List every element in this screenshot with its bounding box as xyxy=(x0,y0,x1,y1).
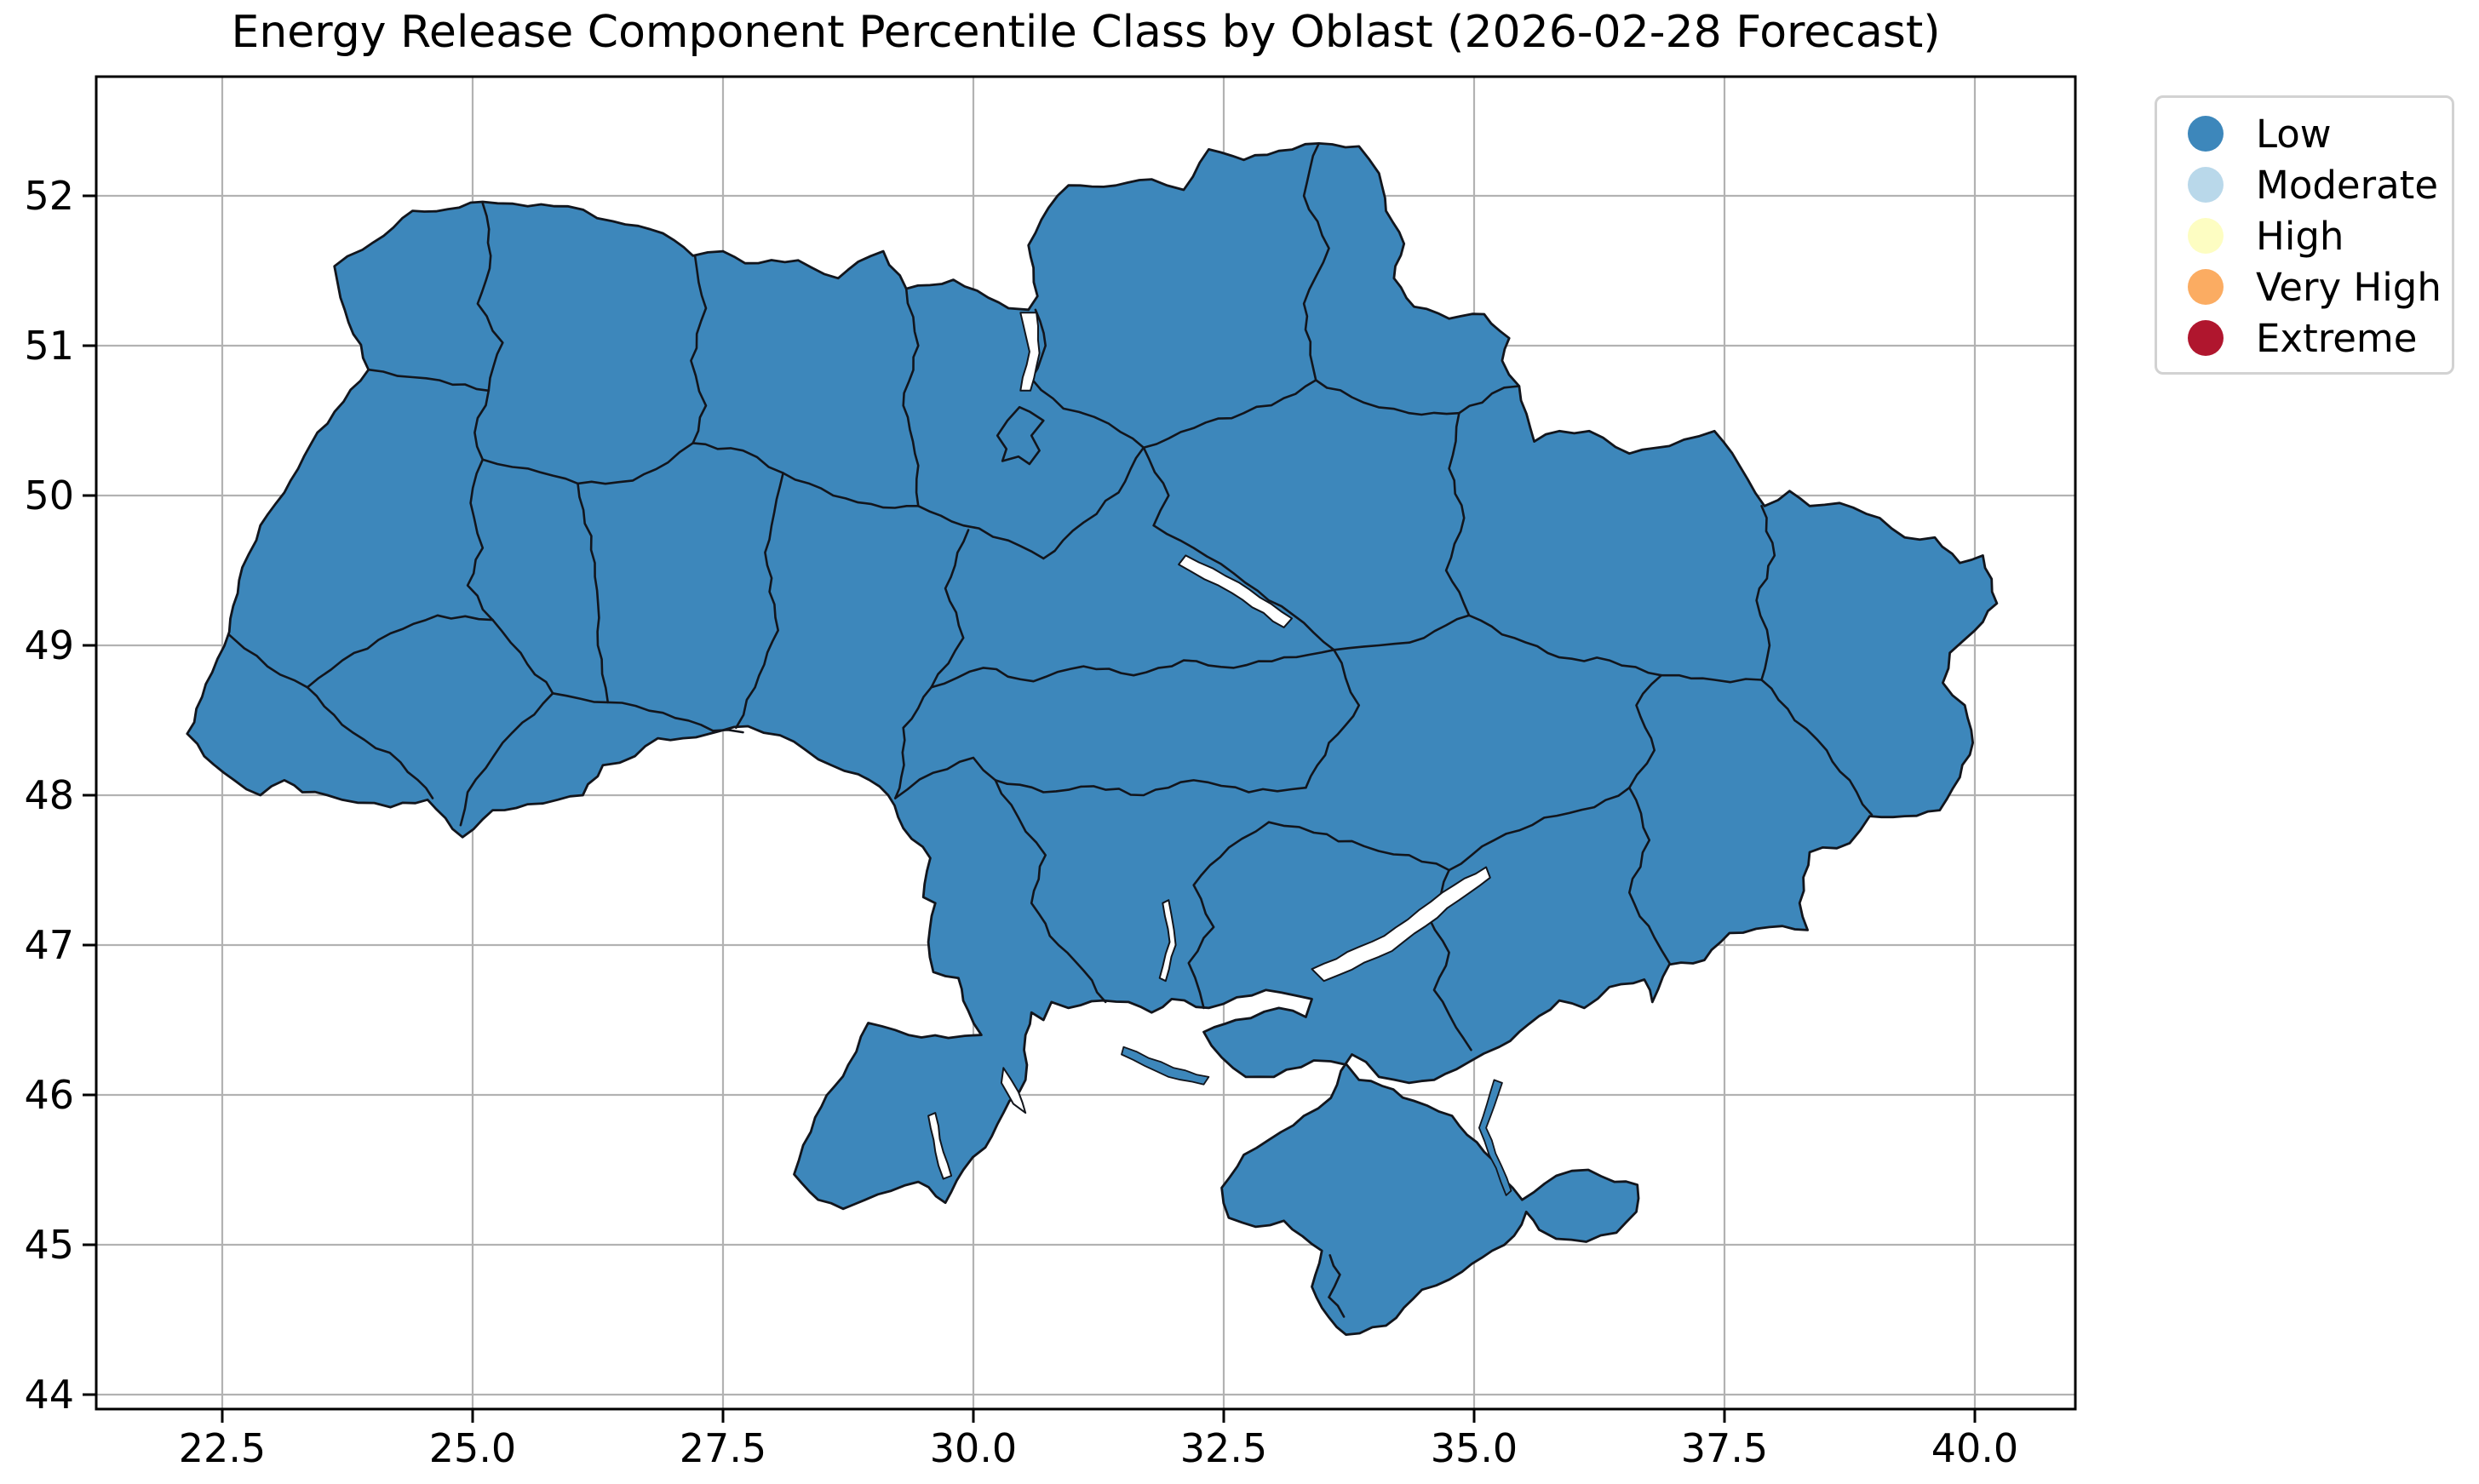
oblast-border xyxy=(577,482,610,704)
oblast-border xyxy=(1755,505,1776,681)
legend-label: Low xyxy=(2256,111,2332,157)
oblast-border xyxy=(1030,308,1145,449)
ukraine-map xyxy=(186,142,1999,1336)
sevastopol-boundary xyxy=(1327,1254,1346,1318)
legend-swatch-low xyxy=(2188,116,2224,152)
oblast-border xyxy=(1267,821,1450,872)
water-body xyxy=(1311,866,1491,983)
oblast-border xyxy=(1628,673,1663,789)
kyiv-city-boundary xyxy=(996,405,1045,466)
oblast-border xyxy=(994,779,1307,797)
legend-item: Very High xyxy=(2157,261,2452,312)
legend-swatch-moderate xyxy=(2188,167,2224,203)
oblast-border xyxy=(367,368,491,392)
coastal-spit xyxy=(1121,1046,1210,1086)
oblast-border xyxy=(1042,446,1145,560)
x-tick-label: 25.0 xyxy=(429,1425,516,1471)
legend-item: High xyxy=(2157,210,2452,261)
x-tick-label: 27.5 xyxy=(680,1425,766,1471)
x-tick-label: 22.5 xyxy=(179,1425,266,1471)
ukraine-outline xyxy=(186,142,1999,1336)
water-body xyxy=(927,1112,953,1180)
oblast-border xyxy=(894,756,997,799)
legend-label: Extreme xyxy=(2256,315,2418,361)
y-tick-label: 52 xyxy=(24,173,74,219)
oblast-border xyxy=(930,529,970,689)
oblast-border xyxy=(1760,679,1874,816)
legend-item: Extreme xyxy=(2157,312,2452,364)
x-tick-label: 40.0 xyxy=(1931,1425,2018,1471)
oblast-border xyxy=(491,618,554,695)
oblast-border xyxy=(306,686,434,799)
water-body xyxy=(1019,312,1041,392)
water-body xyxy=(1178,554,1293,628)
oblast-border xyxy=(227,633,309,689)
legend-label: Very High xyxy=(2256,264,2442,310)
oblast-border xyxy=(1314,379,1460,416)
legend-box: Low Moderate High Very High Extreme xyxy=(2155,95,2454,375)
coastal-spit xyxy=(1478,1079,1512,1196)
oblast-border xyxy=(994,779,1107,1004)
oblast-border xyxy=(1444,411,1471,617)
oblast-border xyxy=(1305,649,1361,789)
water-body xyxy=(1000,1067,1027,1114)
oblast-border xyxy=(1628,786,1671,965)
oblast-border xyxy=(476,202,504,392)
legend-label: High xyxy=(2256,213,2344,259)
oblast-border xyxy=(1448,786,1631,872)
oblast-border xyxy=(1142,446,1170,527)
oblast-border xyxy=(930,649,1335,689)
oblast-border xyxy=(1333,614,1471,651)
oblast-border xyxy=(691,442,784,474)
legend-item: Moderate xyxy=(2157,159,2452,210)
oblast-border xyxy=(1152,524,1335,651)
oblast-border xyxy=(551,692,744,734)
oblast-border xyxy=(1467,614,1663,677)
oblast-border xyxy=(577,442,694,485)
oblast-border xyxy=(459,692,554,827)
oblast-border xyxy=(466,458,494,622)
oblast-border xyxy=(1142,379,1317,449)
legend-swatch-very-high xyxy=(2188,269,2224,305)
y-tick-label: 44 xyxy=(24,1372,74,1418)
page-title: Energy Release Component Percentile Clas… xyxy=(231,7,1941,58)
y-tick-label: 50 xyxy=(24,473,74,519)
water-body xyxy=(1158,899,1177,983)
oblast-border xyxy=(1187,821,1271,1010)
legend-swatch-extreme xyxy=(2188,320,2224,356)
x-tick-label: 37.5 xyxy=(1681,1425,1768,1471)
oblast-border xyxy=(1302,142,1330,381)
oblast-border xyxy=(306,614,494,689)
plot-frame xyxy=(95,75,2077,1411)
oblast-border xyxy=(782,472,920,509)
y-tick-label: 48 xyxy=(24,772,74,818)
oblast-border xyxy=(917,505,1045,560)
oblast-border xyxy=(894,686,932,799)
y-tick-label: 51 xyxy=(24,323,74,369)
x-tick-label: 35.0 xyxy=(1431,1425,1518,1471)
legend-swatch-high xyxy=(2188,218,2224,254)
oblast-border xyxy=(902,287,920,507)
x-tick-label: 30.0 xyxy=(930,1425,1017,1471)
oblast-border xyxy=(1458,385,1521,415)
oblast-border xyxy=(735,472,784,730)
oblast-border xyxy=(473,389,579,485)
legend-label: Moderate xyxy=(2256,162,2439,208)
oblast-border xyxy=(1660,673,1763,684)
y-tick-label: 46 xyxy=(24,1072,74,1118)
y-tick-label: 45 xyxy=(24,1222,74,1268)
legend-item: Low xyxy=(2157,108,2452,159)
oblast-border xyxy=(690,255,708,444)
y-tick-label: 47 xyxy=(24,922,74,968)
x-tick-label: 32.5 xyxy=(1180,1425,1267,1471)
y-tick-label: 49 xyxy=(24,622,74,668)
